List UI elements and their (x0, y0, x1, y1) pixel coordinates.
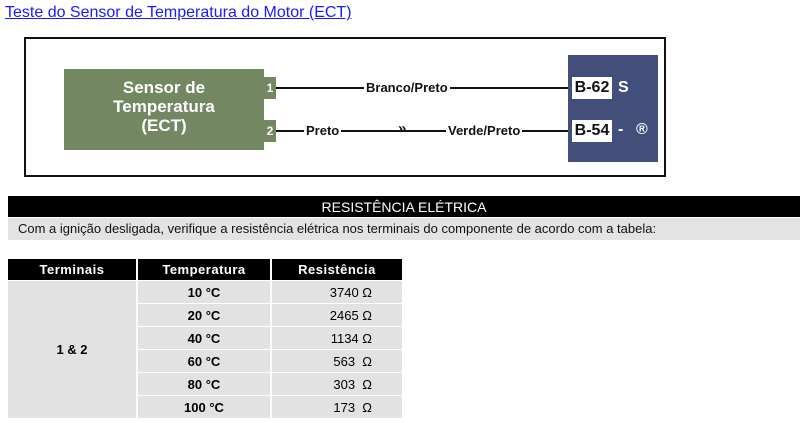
header-resistencia: Resistência (270, 259, 402, 281)
res-cell: 563 Ω (270, 349, 402, 373)
temp-cell: 100 °C (136, 395, 271, 418)
connector-break-icon: » (398, 120, 407, 137)
table-row: 80 °C 303 Ω (8, 372, 402, 396)
res-cell: 303 Ω (270, 372, 402, 396)
registered-icon: ® (636, 121, 648, 138)
table-row: 20 °C 2465 Ω (8, 303, 402, 327)
pin-1: 1 (264, 77, 276, 99)
section-heading: RESISTÊNCIA ELÉTRICA (8, 196, 800, 217)
connector-b54-side: - (618, 121, 624, 138)
sensor-label-line: Sensor de (122, 78, 206, 97)
wire-2 (276, 130, 568, 132)
page-title-link[interactable]: Teste do Sensor de Temperatura do Motor … (5, 4, 352, 21)
table-row: 60 °C 563 Ω (8, 349, 402, 373)
res-cell: 2465 Ω (270, 303, 402, 327)
header-temperatura: Temperatura (136, 259, 271, 281)
connector-b54: B-54 (568, 120, 612, 142)
res-cell: 1134 Ω (270, 326, 402, 350)
table-row: 1 & 2 10 °C 3740 Ω (8, 280, 402, 418)
wiring-diagram: Sensor de Temperatura (ECT) 1 2 Branco/P… (24, 37, 666, 177)
ect-sensor-block: Sensor de Temperatura (ECT) (64, 69, 264, 150)
wire-2-right-label: Verde/Preto (446, 123, 523, 138)
connector-b62-side: S (618, 79, 629, 96)
temp-cell: 40 °C (136, 326, 271, 350)
res-cell: 173 Ω (270, 395, 402, 418)
connector-b62: B-62 (568, 77, 612, 99)
resistance-table: Terminais Temperatura Resistência 1 & 2 … (8, 259, 402, 418)
table-row: 100 °C 173 Ω (8, 395, 402, 418)
temp-cell: 80 °C (136, 372, 271, 396)
header-terminais: Terminais (8, 259, 137, 281)
terminals-cell: 1 & 2 (8, 280, 137, 418)
res-cell: 3740 Ω (270, 280, 402, 304)
section-note: Com a ignição desligada, verifique a res… (8, 218, 800, 240)
ecu-block: B-62 S B-54 - ® (568, 55, 658, 162)
sensor-label-line: (ECT) (141, 116, 187, 135)
table-row: 40 °C 1134 Ω (8, 326, 402, 350)
temp-cell: 20 °C (136, 303, 271, 327)
table-header: Terminais Temperatura Resistência (8, 259, 402, 281)
sensor-label-line: Temperatura (113, 97, 215, 116)
pin-2: 2 (264, 120, 276, 142)
wire-2-left-label: Preto (304, 123, 342, 138)
temp-cell: 60 °C (136, 349, 271, 373)
temp-cell: 10 °C (136, 280, 271, 304)
wire-1-label: Branco/Preto (364, 80, 450, 95)
